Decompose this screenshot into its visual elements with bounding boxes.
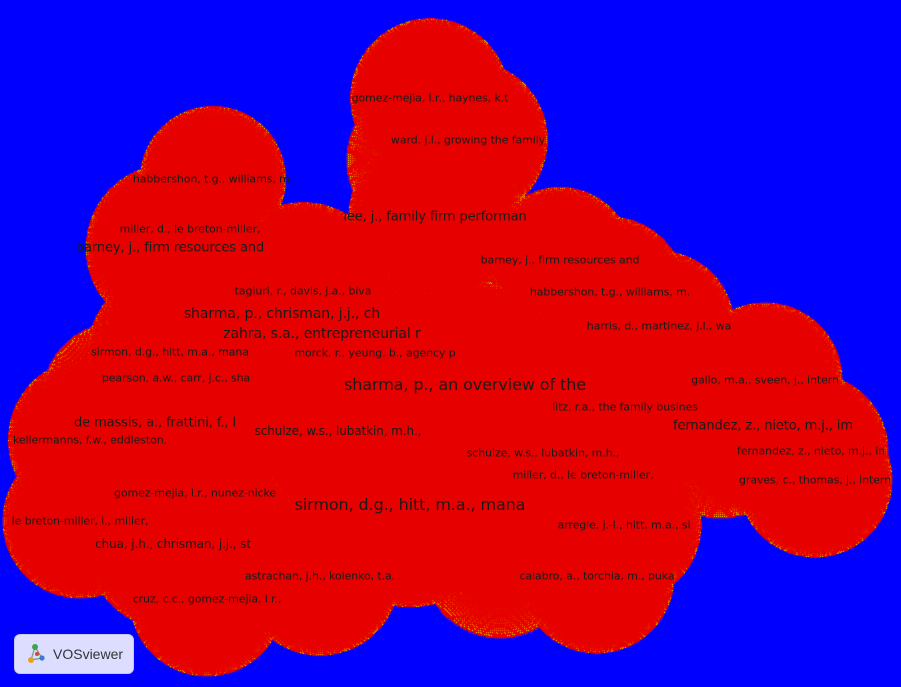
item-label[interactable]: barney, j., firm resources and (75, 240, 265, 256)
vosviewer-logo-icon (28, 644, 45, 663)
item-label[interactable]: gomez-mejia, l.r., haynes, k.t (351, 91, 509, 105)
item-label[interactable]: sirmon, d.g., hitt, m.a., mana (91, 345, 249, 359)
item-label[interactable]: litz, r.a., the family busines (552, 400, 698, 414)
item-label[interactable]: lee, j., family firm performan (343, 209, 527, 225)
item-label[interactable]: sharma, p., chrisman, j.j., ch (183, 306, 381, 322)
item-label[interactable]: calabro, a., torchia, m., puka (519, 569, 675, 583)
item-label[interactable]: miller, d., le breton-miller, (512, 468, 654, 482)
item-label[interactable]: gomez-mejia, l.r., nunez-nicke (113, 486, 277, 500)
item-label[interactable]: astrachan, j.h., kolenko, t.a. (244, 569, 396, 583)
item-label[interactable]: schulze, w.s., lubatkin, m.h., (466, 446, 620, 460)
item-label[interactable]: fernandez, z., nieto, m.j., in (736, 444, 886, 458)
item-label[interactable]: zahra, s.a., entrepreneurial r (223, 326, 421, 342)
item-label[interactable]: kellermanns, f.w., eddleston, (12, 433, 168, 447)
item-label[interactable]: morck, r., yeung, b., agency p (294, 346, 456, 360)
item-label[interactable]: de massis, a., frattini, f., l (73, 415, 237, 431)
item-label[interactable]: cruz, c.c., gomez-mejia, l.r., (132, 592, 282, 606)
item-label[interactable]: graves, c., thomas, j., intern (739, 473, 891, 487)
item-label[interactable]: chua, j.h., chrisman, j.j., st (95, 537, 251, 551)
item-label[interactable]: sharma, p., an overview of the (344, 375, 586, 394)
item-label[interactable]: pearson, a.w., carr, j.c., sha (101, 371, 251, 385)
brand-name: VOSviewer (53, 646, 124, 662)
vosviewer-badge: VOSviewer (14, 634, 134, 674)
item-label[interactable]: fernandez, z., nieto, m.j., im (673, 418, 853, 434)
item-label[interactable]: harris, d., martinez, j.l., wa (586, 319, 732, 333)
item-label[interactable]: gallo, m.a., sveen, j., intern (691, 373, 839, 387)
item-label[interactable]: schulze, w.s., lubatkin, m.h., (254, 424, 422, 438)
item-label[interactable]: habbershon, t.g., williams, m. (529, 285, 691, 299)
item-label[interactable]: le breton-miller, i., miller, (11, 514, 149, 528)
item-label[interactable]: ward, j.l., growing the family (390, 133, 546, 147)
item-label[interactable]: sirmon, d.g., hitt, m.a., mana (294, 495, 526, 514)
item-label[interactable]: tagiuri, r., davis, j.a., biva (234, 284, 372, 298)
item-label[interactable]: miller, d., le breton-miller, (119, 222, 261, 236)
item-label[interactable]: barney, j., firm resources and (480, 253, 640, 267)
item-label[interactable]: arregle, j.-l., hitt, m.a., si (557, 518, 691, 532)
item-label[interactable]: habbershon, t.g., williams, m. (132, 172, 294, 186)
